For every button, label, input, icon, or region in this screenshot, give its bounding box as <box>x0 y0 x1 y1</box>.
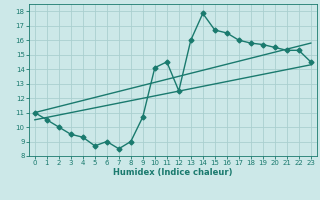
X-axis label: Humidex (Indice chaleur): Humidex (Indice chaleur) <box>113 168 233 177</box>
